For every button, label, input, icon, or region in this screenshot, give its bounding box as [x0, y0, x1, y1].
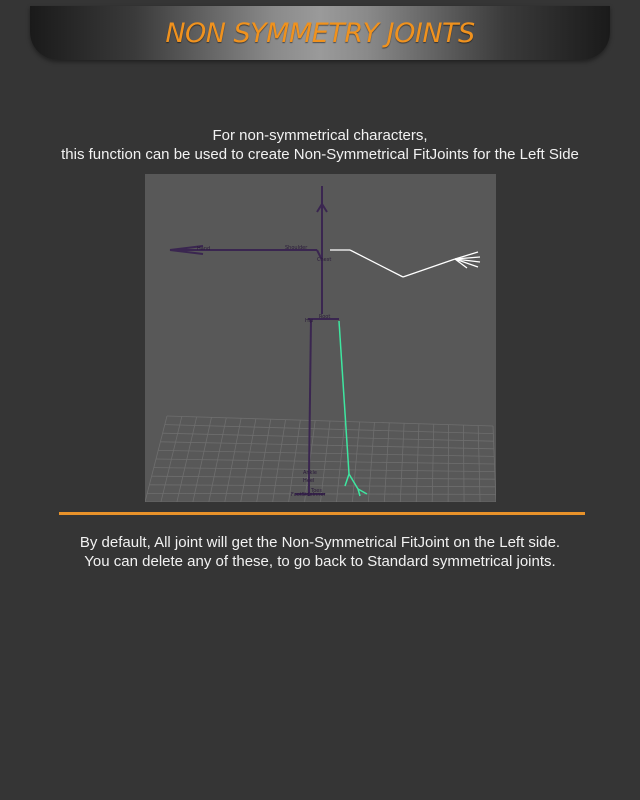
left-finger-4	[454, 258, 479, 268]
viewport-3d: Hand Shoulder Chest Root Hip Ankle Heel …	[145, 174, 496, 502]
section-divider	[59, 512, 585, 515]
outro-text: By default, All joint will get the Non-S…	[0, 533, 640, 571]
page-title: NON SYMMETRY JOINTS	[165, 18, 475, 49]
clavicle-bone	[316, 249, 323, 261]
label-toes: Toes	[310, 488, 322, 494]
left-finger-1	[454, 251, 479, 260]
left-finger-3	[454, 258, 481, 263]
left-finger-2	[454, 256, 481, 260]
left-leg-joints	[338, 320, 368, 497]
left-upper-arm-bone	[349, 249, 404, 278]
left-ankle-bone	[348, 473, 359, 490]
skeleton-illustration: Hand Shoulder Chest Root Hip Ankle Heel …	[145, 186, 496, 502]
label-hip: Hip	[305, 318, 313, 324]
standard-joints	[169, 186, 339, 496]
label-root: Root	[319, 314, 330, 320]
outro-line-2: You can delete any of these, to go back …	[84, 553, 556, 570]
label-shoulder: Shoulder	[285, 245, 308, 251]
left-heel-bone	[344, 473, 350, 487]
header-bar: NON SYMMETRY JOINTS	[30, 6, 610, 60]
label-heel: Heel	[303, 478, 314, 484]
right-hand-bone-2	[169, 249, 204, 255]
left-thumb	[454, 258, 468, 269]
intro-line-2: this function can be used to create Non-…	[61, 146, 579, 163]
ground-grid	[145, 415, 496, 502]
right-hand-bone-1	[169, 245, 204, 251]
label-chest: Chest	[317, 257, 331, 263]
outro-line-1: By default, All joint will get the Non-S…	[79, 534, 561, 551]
label-ankle: Ankle	[303, 470, 317, 476]
right-leg-bone	[308, 318, 312, 475]
label-hand: Hand	[197, 246, 210, 252]
label-foot-side-inner: FootSideInner	[291, 492, 326, 498]
left-leg-bone	[338, 320, 350, 475]
left-toe-bone	[357, 488, 368, 495]
left-arm-joints	[330, 249, 481, 278]
left-foot-side-bone	[357, 488, 361, 497]
left-forearm-bone	[402, 258, 456, 278]
intro-text: For non-symmetrical characters, this fun…	[0, 126, 640, 164]
neck-bone-left	[316, 203, 323, 213]
intro-line-1: For non-symmetrical characters,	[212, 127, 428, 144]
neck-bone-right	[321, 203, 328, 213]
